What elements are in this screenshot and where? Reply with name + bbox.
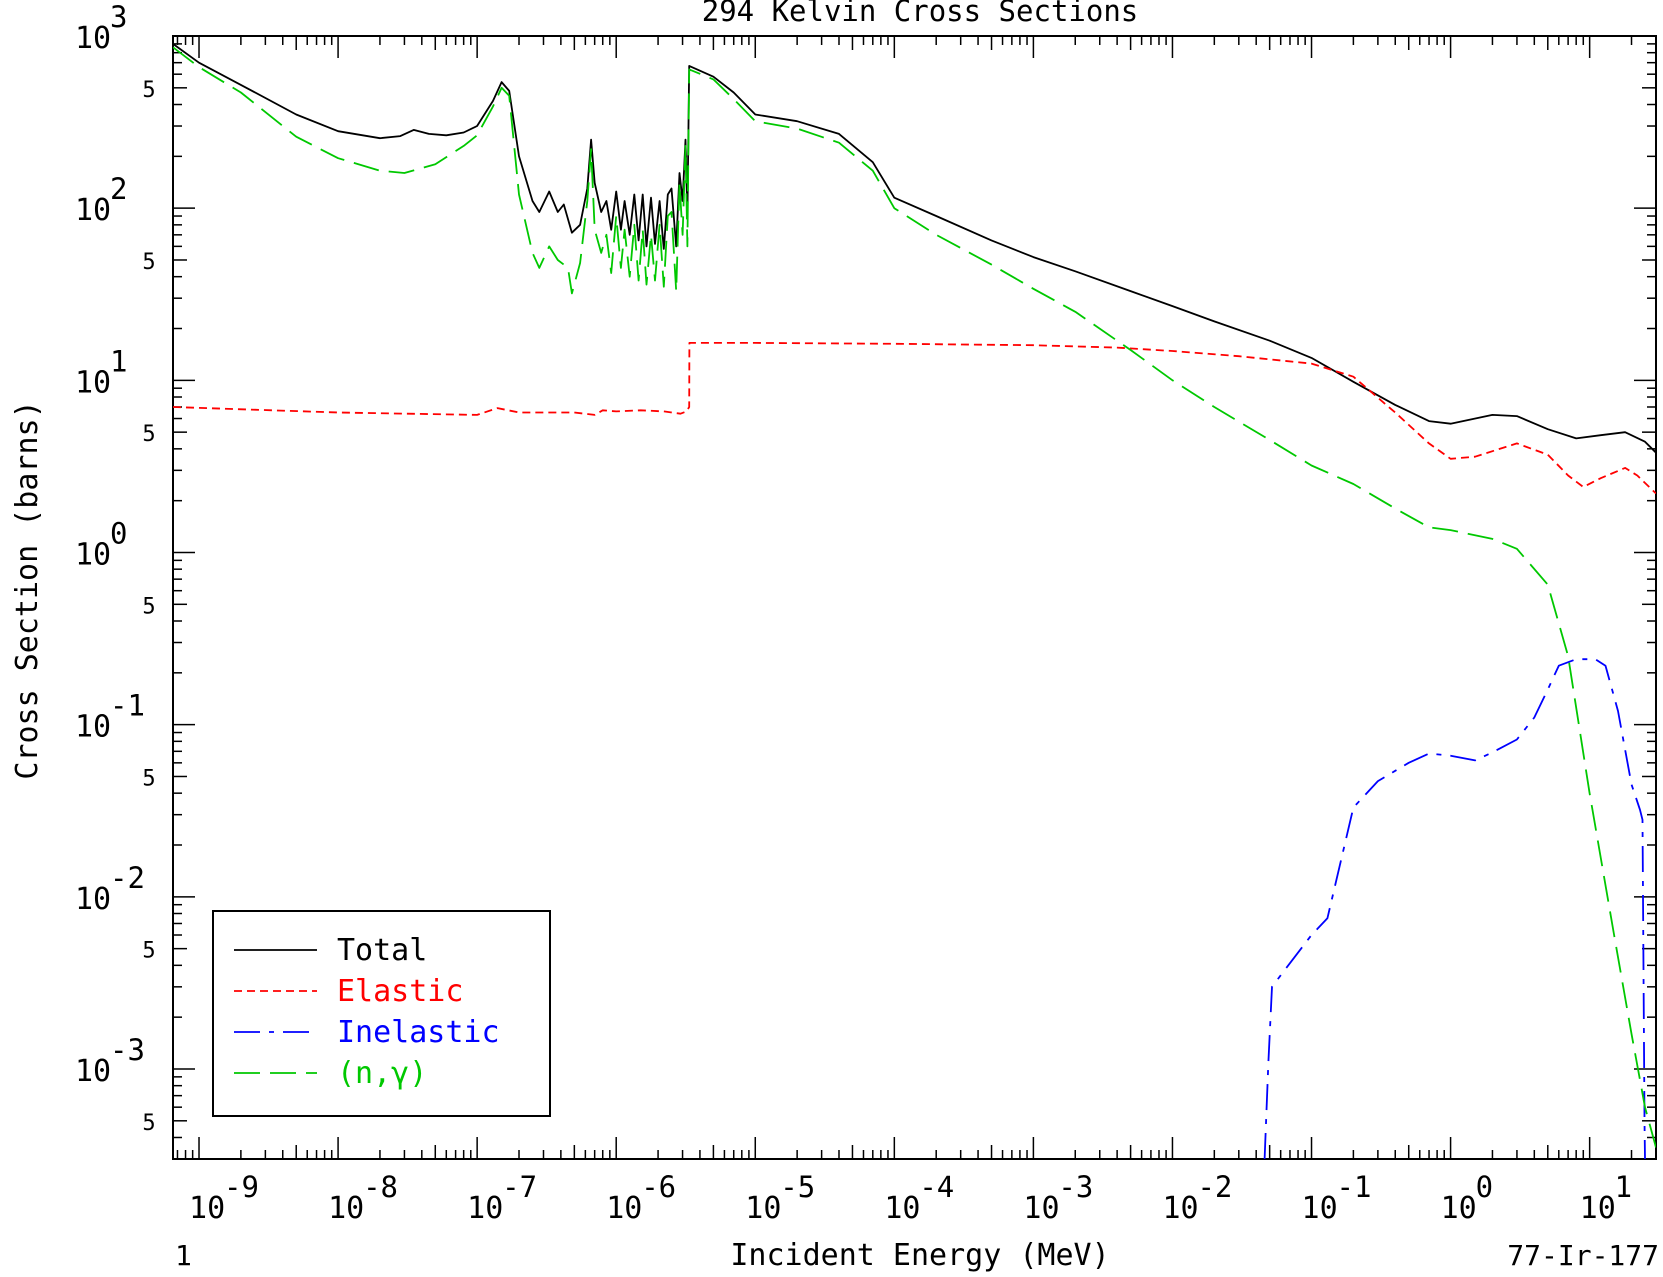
x-tick-label-exponent: -6	[641, 1170, 676, 1204]
y-minor-tick-label: 5	[142, 939, 155, 964]
x-tick-label: 10-9	[189, 1170, 259, 1226]
x-tick-label: 100	[1441, 1170, 1493, 1226]
x-tick-label-exponent: -3	[1058, 1170, 1093, 1204]
legend-label-3: Inelastic	[337, 1015, 500, 1050]
x-tick-label: 10-8	[328, 1170, 398, 1226]
y-tick-label: 10-1	[75, 689, 145, 745]
y-tick-label-exponent: 1	[110, 344, 127, 378]
y-tick-label-base: 10	[75, 365, 111, 400]
y-minor-tick-label: 5	[142, 766, 155, 791]
legend-label-2: Elastic	[337, 974, 463, 1009]
x-tick-label-exponent: 1	[1615, 1170, 1632, 1204]
x-axis-label: Incident Energy (MeV)	[730, 1238, 1109, 1273]
y-tick-label: 103	[75, 0, 127, 56]
x-tick-label-base: 10	[1302, 1191, 1338, 1226]
x-tick-label-base: 10	[1580, 1191, 1616, 1226]
y-tick-label-exponent: 0	[110, 516, 127, 550]
series-line-4	[173, 46, 1656, 1148]
corner-label-right: 77-Ir-177	[1507, 1239, 1659, 1272]
series-line-2	[173, 342, 1656, 495]
y-minor-tick-label: 5	[142, 250, 155, 275]
y-tick-label: 101	[75, 344, 127, 400]
x-tick-label-exponent: -5	[780, 1170, 815, 1204]
x-tick-label: 101	[1580, 1170, 1632, 1226]
x-tick-label-base: 10	[328, 1191, 364, 1226]
y-tick-label-exponent: -1	[110, 689, 145, 723]
series-layer	[173, 43, 1656, 1159]
y-tick-label-base: 10	[75, 21, 111, 56]
x-tick-label: 10-3	[1023, 1170, 1093, 1226]
x-tick-label-exponent: -4	[919, 1170, 954, 1204]
x-tick-label-base: 10	[745, 1191, 781, 1226]
y-tick-label: 10-2	[75, 861, 145, 917]
x-tick-label-exponent: -8	[363, 1170, 398, 1204]
x-tick-label: 10-4	[884, 1170, 954, 1226]
axis-ticks	[173, 35, 1657, 1160]
x-tick-label-base: 10	[467, 1191, 503, 1226]
x-tick-label: 10-2	[1162, 1170, 1232, 1226]
y-tick-label-base: 10	[75, 710, 111, 745]
series-line-1	[173, 43, 1656, 454]
legend: Total Elastic Inelastic (n,γ)	[212, 910, 551, 1117]
y-tick-label-base: 10	[75, 537, 111, 572]
series-line-3	[1263, 658, 1646, 1159]
plot-frame	[172, 35, 1657, 1160]
x-tick-label: 10-7	[467, 1170, 537, 1226]
y-tick-label-base: 10	[75, 1054, 111, 1089]
y-tick-label: 10-3	[75, 1033, 145, 1089]
y-tick-label-exponent: -2	[110, 861, 145, 895]
x-tick-label: 10-6	[606, 1170, 676, 1226]
x-tick-label-exponent: -2	[1197, 1170, 1232, 1204]
x-tick-label-exponent: -1	[1337, 1170, 1372, 1204]
x-tick-label-base: 10	[1023, 1191, 1059, 1226]
x-tick-label-base: 10	[1162, 1191, 1198, 1226]
y-tick-label-base: 10	[75, 193, 111, 228]
y-minor-tick-label: 5	[142, 1111, 155, 1136]
x-tick-label-base: 10	[884, 1191, 920, 1226]
x-tick-label-base: 10	[1441, 1191, 1477, 1226]
x-tick-label-exponent: -7	[502, 1170, 537, 1204]
legend-label-4: (n,γ)	[337, 1056, 427, 1091]
y-tick-label-base: 10	[75, 882, 111, 917]
y-tick-label: 100	[75, 516, 127, 572]
chart-title: 294 Kelvin Cross Sections	[702, 0, 1139, 28]
legend-box	[212, 910, 551, 1117]
y-minor-tick-label: 5	[142, 422, 155, 447]
y-tick-label-exponent: 2	[110, 172, 127, 206]
y-tick-label: 102	[75, 172, 127, 228]
y-tick-label-exponent: -3	[110, 1033, 145, 1067]
x-tick-label-base: 10	[189, 1191, 225, 1226]
x-tick-label-exponent: 0	[1476, 1170, 1493, 1204]
y-minor-tick-label: 5	[142, 594, 155, 619]
corner-label-left: 1	[175, 1239, 192, 1272]
legend-label-1: Total	[337, 933, 427, 968]
legend-items: Total Elastic Inelastic (n,γ)	[234, 933, 500, 1091]
x-tick-label-exponent: -9	[224, 1170, 259, 1204]
x-tick-label-base: 10	[606, 1191, 642, 1226]
y-tick-label-exponent: 3	[110, 0, 127, 34]
x-tick-labels: 10-910-810-710-610-510-410-310-210-11001…	[189, 1170, 1632, 1226]
x-tick-label: 10-5	[745, 1170, 815, 1226]
x-tick-label: 10-1	[1302, 1170, 1372, 1226]
y-axis-label: Cross Section (barns)	[10, 400, 45, 779]
y-minor-tick-label: 5	[142, 78, 155, 103]
